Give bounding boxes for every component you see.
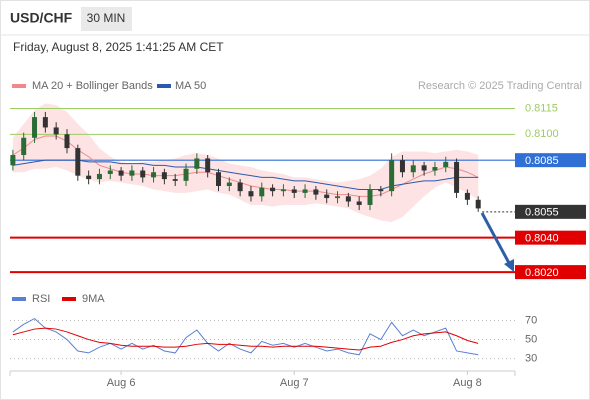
candle-body: [270, 187, 276, 192]
candle-body: [280, 189, 286, 192]
y-tick-label: 0.8085: [525, 155, 559, 167]
symbol: USD/CHF: [10, 10, 73, 26]
ma-line: [12, 159, 479, 190]
candle-body: [21, 137, 27, 155]
candle-body: [399, 160, 405, 173]
candle-body: [464, 192, 470, 200]
candle-body: [443, 161, 449, 168]
candle-body: [118, 170, 124, 176]
candle-body: [183, 168, 189, 181]
candle-body: [335, 196, 341, 199]
candle-body: [161, 172, 167, 180]
candle-body: [75, 148, 81, 176]
candle-body: [32, 117, 38, 138]
candle-body: [378, 189, 384, 192]
candle-body: [172, 179, 178, 181]
ma-line: [12, 135, 479, 197]
x-tick-label: Aug 8: [453, 377, 482, 389]
candle-body: [10, 155, 16, 166]
candle-body: [345, 196, 351, 202]
legend-label: MA 20 + Bollinger Bands: [32, 80, 153, 92]
candle-body: [205, 158, 211, 173]
candle-body: [302, 189, 308, 193]
forecast-arrowhead: [504, 259, 514, 272]
datetime: Friday, August 8, 2025 1:41:25 AM CET: [13, 40, 224, 54]
candle-body: [410, 165, 416, 173]
candle-body: [151, 172, 157, 178]
candle-body: [421, 165, 427, 171]
candle-body: [324, 194, 330, 199]
y-tick-label: 0.8055: [525, 207, 559, 219]
y-tick-label: 70: [525, 314, 537, 326]
candle-body: [291, 189, 297, 193]
forecast-arrow: [480, 212, 511, 264]
level-label-box: [515, 265, 586, 280]
candle-body: [454, 161, 460, 193]
legend-label: 9MA: [82, 293, 105, 305]
y-tick-label: 0.8115: [525, 102, 558, 114]
bollinger-band: [12, 103, 479, 223]
candle-body: [248, 191, 254, 197]
indicator-line: [12, 327, 479, 351]
y-tick-label: 0.8100: [525, 128, 559, 140]
candle-body: [140, 170, 146, 178]
x-tick-label: Aug 6: [107, 377, 136, 389]
candle-body: [129, 170, 135, 176]
candle-body: [389, 160, 395, 192]
legend-label: RSI: [32, 293, 50, 305]
candle-body: [86, 175, 92, 180]
candle-body: [313, 189, 319, 195]
candle-body: [237, 182, 243, 192]
legend-swatch: [157, 84, 171, 88]
legend-label: MA 50: [175, 80, 206, 92]
level-label-box: [515, 230, 586, 245]
interval: 30 MIN: [87, 11, 126, 25]
y-tick-label: 30: [525, 353, 537, 365]
candle-body: [42, 117, 48, 128]
legend-swatch: [62, 297, 76, 301]
level-label-box: [515, 204, 586, 219]
indicator-line: [12, 317, 479, 356]
candle-body: [215, 172, 221, 186]
x-tick-label: Aug 7: [280, 377, 309, 389]
legend-swatch: [12, 297, 26, 301]
candle-body: [107, 170, 113, 174]
candle-body: [194, 158, 200, 169]
candle-body: [53, 127, 59, 135]
candle-body: [64, 134, 70, 149]
interval-box: [81, 7, 132, 31]
candle-body: [367, 189, 373, 205]
y-tick-label: 0.8020: [525, 267, 559, 279]
candle-body: [356, 201, 362, 205]
candle-body: [259, 187, 265, 197]
candle-body: [226, 182, 232, 186]
level-label-box: [515, 153, 586, 168]
credit: Research © 2025 Trading Central: [418, 80, 582, 92]
candle-body: [96, 173, 102, 180]
candle-body: [432, 167, 438, 171]
y-tick-label: 0.8040: [525, 233, 559, 245]
candle-body: [475, 199, 481, 209]
legend-swatch: [12, 84, 26, 88]
y-tick-label: 50: [525, 333, 537, 345]
